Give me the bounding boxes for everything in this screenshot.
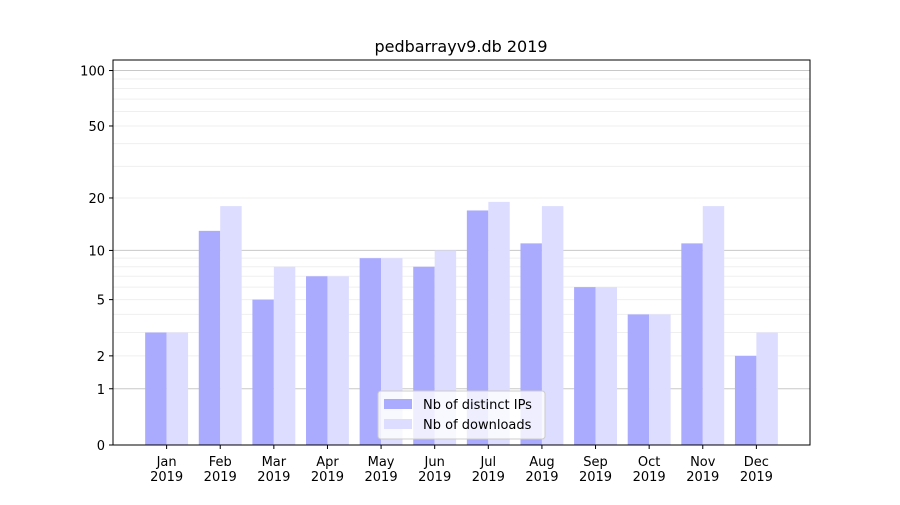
legend-swatch xyxy=(384,399,412,409)
x-tick-label: Apr 2019 xyxy=(311,455,344,485)
y-tick-label: 2 xyxy=(97,350,105,365)
x-tick-label: Nov 2019 xyxy=(686,455,719,485)
legend-box xyxy=(377,390,546,440)
bar-distinct-ips xyxy=(734,355,757,445)
y-tick-label: 100 xyxy=(80,65,105,80)
x-tick-label: Jul 2019 xyxy=(472,455,505,485)
bar-distinct-ips xyxy=(145,332,167,445)
bar-distinct-ips xyxy=(306,276,328,445)
x-tick-label: May 2019 xyxy=(365,455,398,485)
legend-label: Nb of downloads xyxy=(423,418,532,433)
bar-downloads xyxy=(220,206,242,445)
bar-downloads xyxy=(327,276,349,445)
x-tick-label: Dec 2019 xyxy=(740,455,773,485)
bar-distinct-ips xyxy=(359,258,382,445)
y-tick-label: 20 xyxy=(88,192,105,207)
bar-downloads xyxy=(595,287,617,445)
bar-downloads xyxy=(702,206,725,445)
bar-downloads xyxy=(166,332,189,445)
bar-downloads xyxy=(541,206,564,445)
bar-distinct-ips xyxy=(466,210,489,445)
chart-title: pedbarrayv9.db 2019 xyxy=(374,37,547,56)
legend-swatch xyxy=(384,419,412,429)
bar-downloads xyxy=(756,332,778,445)
legend: Nb of distinct IPs Nb of downloads xyxy=(377,390,546,440)
bar-downloads xyxy=(488,201,510,445)
bar-downloads xyxy=(649,314,671,445)
plot-frame xyxy=(112,59,811,446)
bar-distinct-ips xyxy=(681,243,703,445)
bar-distinct-ips xyxy=(198,230,221,445)
bar-distinct-ips xyxy=(574,287,596,445)
legend-label: Nb of distinct IPs xyxy=(423,398,532,413)
x-tick-label: Jan 2019 xyxy=(150,455,183,485)
x-tick-label: Feb 2019 xyxy=(204,455,237,485)
x-tick-label: Jun 2019 xyxy=(418,455,451,485)
y-tick-label: 5 xyxy=(97,294,105,309)
bar-distinct-ips xyxy=(627,314,650,445)
x-tick-label: Sep 2019 xyxy=(579,455,612,485)
y-tick-label: 1 xyxy=(97,383,105,398)
x-tick-label: Mar 2019 xyxy=(257,455,290,485)
bar-downloads xyxy=(273,266,296,445)
x-tick-label: Oct 2019 xyxy=(633,455,666,485)
x-tick-label: Aug 2019 xyxy=(525,455,558,485)
y-tick-label: 0 xyxy=(97,439,105,454)
y-tick-label: 10 xyxy=(88,244,105,259)
y-tick-label: 50 xyxy=(88,120,105,135)
bar-distinct-ips xyxy=(252,299,274,445)
